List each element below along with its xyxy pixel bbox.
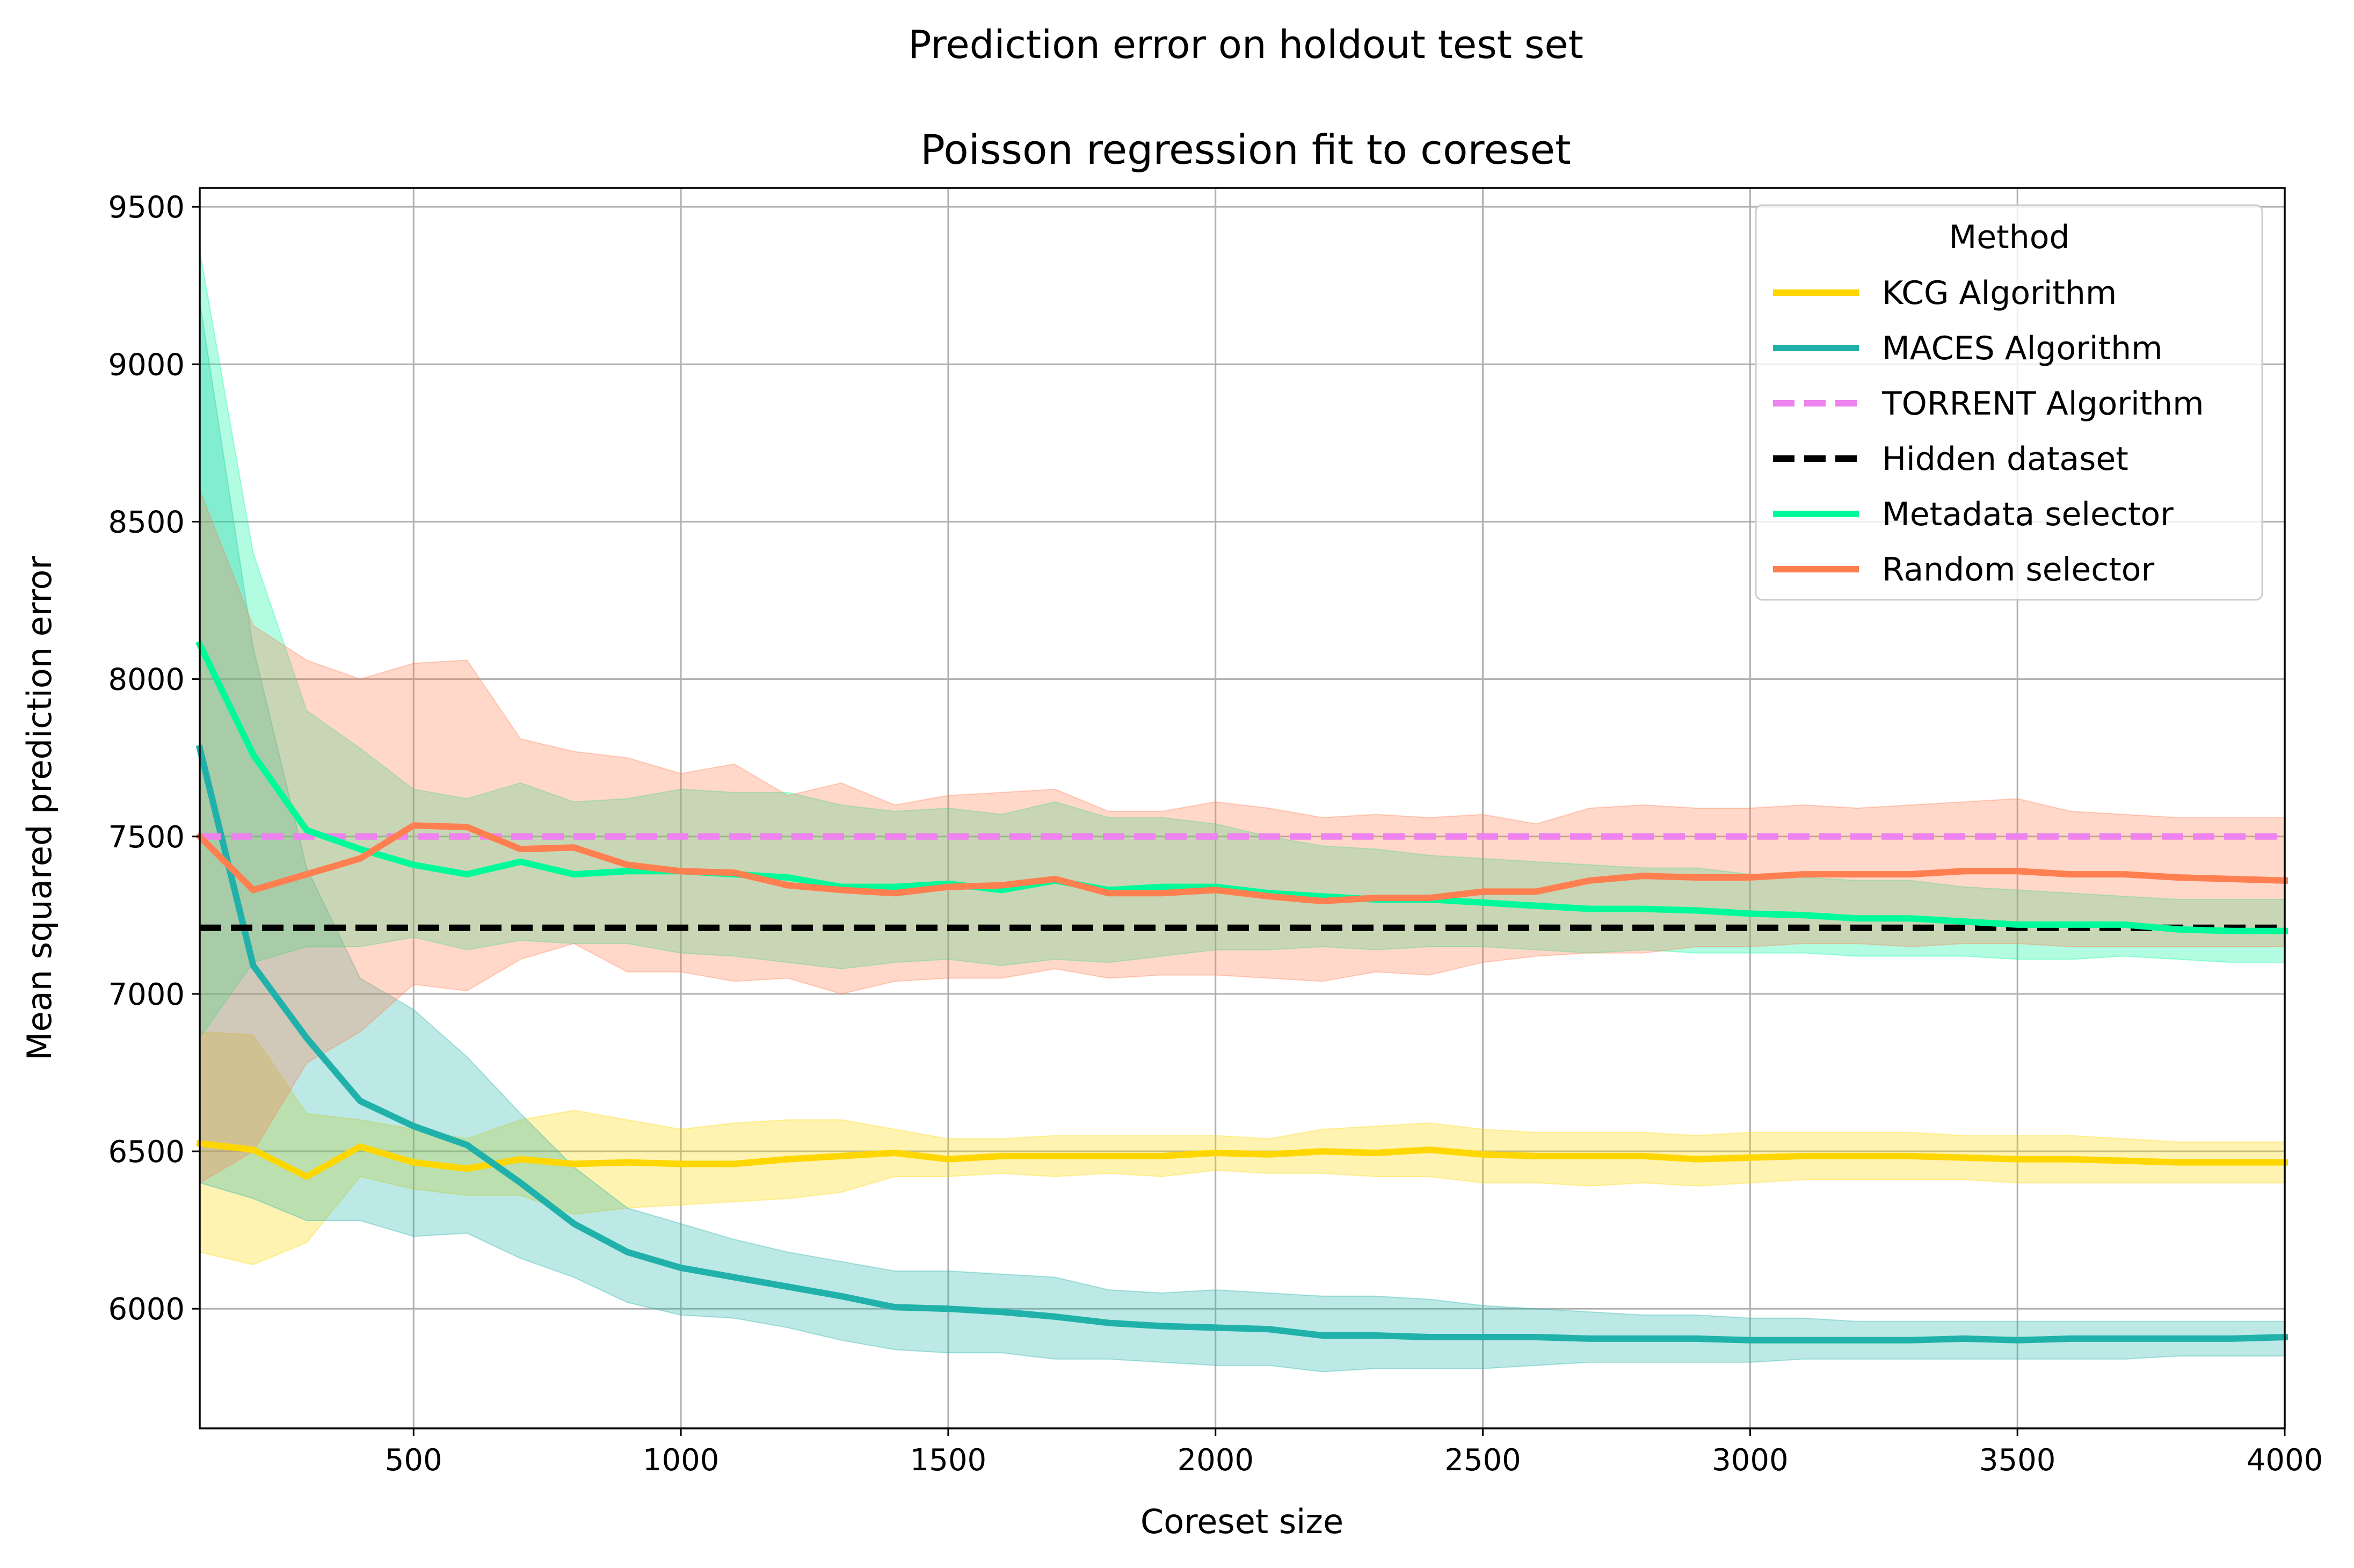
y-tick-label: 8500 — [108, 505, 185, 540]
y-tick-label: 9500 — [108, 190, 185, 225]
chart-suptitle: Prediction error on holdout test set — [908, 22, 1583, 67]
legend-box — [1755, 204, 2263, 601]
x-tick-label: 3500 — [1979, 1443, 2056, 1478]
chart-title: Poisson regression fit to coreset — [920, 126, 1571, 173]
kcg-algorithm-line — [196, 1139, 2288, 1180]
legend: Method KCG Algorithm MACES Algorithm TORRE… — [1755, 204, 2263, 601]
maces-algorithm-line — [195, 744, 2288, 1344]
plot-frame — [199, 187, 2286, 1429]
random-selector-line — [195, 822, 2288, 904]
random-selector-legend-label: Random selector — [1882, 551, 2154, 589]
y-tick-label: 8000 — [108, 663, 185, 698]
y-tick-label: 9000 — [108, 347, 185, 382]
maces-algorithm-legend-label: MACES Algorithm — [1882, 330, 2163, 367]
x-tick-label: 500 — [385, 1443, 442, 1478]
y-tick-label: 6500 — [108, 1135, 185, 1170]
y-axis-label: Mean squared prediction error — [20, 556, 59, 1061]
x-tick-label: 4000 — [2247, 1443, 2323, 1478]
x-axis-label: Coreset size — [1140, 1502, 1343, 1541]
kcg-algorithm-legend-label: KCG Algorithm — [1882, 274, 2117, 312]
x-tick-label: 1500 — [910, 1443, 987, 1478]
x-tick-label: 1000 — [643, 1443, 720, 1478]
torrent-algorithm-legend-label: TORRENT Algorithm — [1881, 385, 2204, 423]
metadata-selector-legend-label: Metadata selector — [1882, 496, 2174, 533]
y-tick-label: 6000 — [108, 1292, 185, 1327]
x-axis-ticks: 500 1000 1500 2000 2500 3000 3500 4000 — [385, 1428, 2323, 1478]
x-tick-label: 2500 — [1444, 1443, 1521, 1478]
legend-title: Method — [1949, 219, 2069, 256]
x-tick-label: 2000 — [1177, 1443, 1254, 1478]
hidden-dataset-legend-label: Hidden dataset — [1882, 440, 2128, 478]
y-axis-ticks: 6000 6500 7000 7500 8000 8500 9000 9500 — [108, 190, 200, 1327]
legend-entries: KCG Algorithm MACES Algorithm TORRENT Algo… — [1773, 274, 2204, 589]
y-tick-label: 7500 — [108, 820, 185, 855]
series-lines — [195, 640, 2288, 1344]
y-tick-label: 7000 — [108, 977, 185, 1012]
x-tick-label: 3000 — [1712, 1443, 1789, 1478]
